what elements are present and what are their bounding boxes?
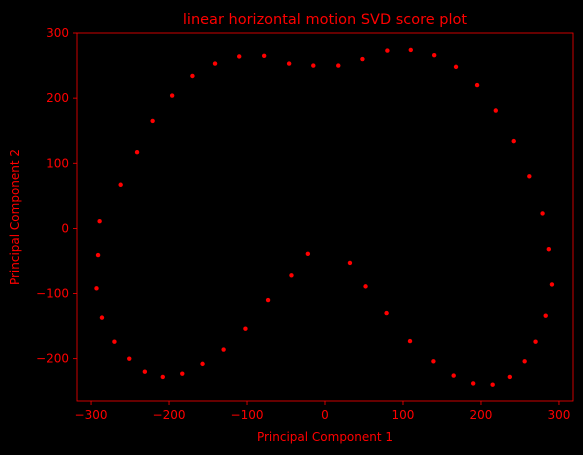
data-point [97, 219, 102, 224]
data-point [540, 211, 545, 216]
data-point [134, 149, 140, 155]
x-tick-label: 100 [392, 408, 415, 422]
y-tick-label: −100 [36, 287, 69, 301]
x-tick-label: 200 [470, 408, 493, 422]
x-tick-label: 0 [321, 408, 329, 422]
data-point [453, 64, 459, 70]
data-point [221, 347, 226, 352]
data-point [511, 138, 516, 144]
y-tick-label: 200 [46, 91, 69, 105]
x-tick-label: 300 [548, 408, 571, 422]
data-point [265, 297, 271, 303]
data-point [336, 63, 341, 68]
data-point [200, 361, 205, 367]
data-point [546, 247, 552, 252]
data-point [311, 63, 316, 68]
data-point [407, 338, 413, 344]
data-point [286, 61, 292, 66]
data-point [527, 174, 532, 179]
data-point [543, 313, 548, 318]
axis-ticks: −300 −200 −100 0 100 200 300 −200 −100 0 100 200 300 [36, 26, 570, 422]
data-point [533, 339, 538, 344]
data-point [95, 252, 101, 258]
y-tick-label: 0 [61, 221, 69, 235]
data-point [522, 359, 527, 364]
data-point [408, 47, 413, 53]
data-point [94, 286, 99, 291]
plot-area-frame [76, 32, 574, 402]
data-point [431, 52, 437, 58]
data-point [384, 310, 389, 316]
data-point [237, 54, 242, 59]
data-point [180, 371, 185, 376]
data-point [99, 315, 105, 320]
data-points [94, 47, 555, 387]
data-point [490, 382, 495, 387]
data-point [243, 326, 248, 331]
data-point [363, 284, 368, 289]
x-tick-label: −300 [75, 408, 108, 422]
x-axis-label: Principal Component 1 [257, 430, 393, 444]
data-point [507, 374, 513, 380]
data-point [261, 53, 267, 58]
data-point [360, 56, 365, 62]
y-tick-label: 100 [46, 156, 69, 170]
y-tick-label: −200 [36, 352, 69, 366]
x-tick-label: −100 [231, 408, 264, 422]
data-point [493, 108, 498, 113]
data-point [160, 374, 165, 380]
data-point [470, 381, 476, 386]
chart-title: linear horizontal motion SVD score plot [183, 12, 468, 28]
data-point [289, 273, 294, 278]
x-tick-label: −200 [153, 408, 186, 422]
data-point [385, 48, 390, 53]
data-point [549, 282, 555, 287]
data-point [347, 260, 353, 266]
data-point [212, 61, 218, 66]
data-point [451, 373, 456, 378]
data-point [305, 251, 311, 256]
data-point [142, 369, 148, 374]
data-point [431, 359, 436, 364]
data-point [150, 118, 155, 124]
data-point [474, 82, 480, 88]
y-axis-label: Principal Component 2 [8, 149, 22, 285]
y-tick-label: 300 [46, 26, 69, 40]
data-point [118, 182, 123, 187]
data-point [190, 73, 195, 79]
data-point [127, 356, 132, 361]
data-point [112, 339, 117, 344]
data-point [169, 93, 175, 98]
